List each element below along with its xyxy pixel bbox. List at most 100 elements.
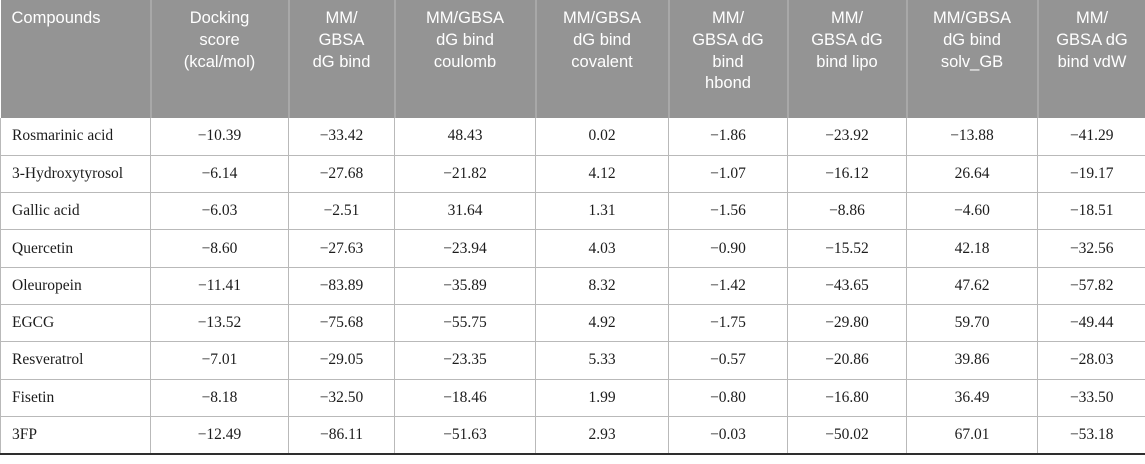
value-cell: 8.32 bbox=[535, 266, 669, 305]
value-cell: 42.18 bbox=[906, 229, 1038, 268]
value-cell: −16.12 bbox=[787, 154, 907, 194]
value-cell: −23.92 bbox=[787, 118, 907, 156]
value-cell: −35.89 bbox=[394, 266, 536, 305]
column-header-mmgbsa-covalent: MM/GBSA dG bind covalent bbox=[535, 0, 670, 118]
table-body: Rosmarinic acid −10.39 −33.42 48.43 0.02 −1.8… bbox=[0, 118, 1145, 455]
table-row: Gallic acid −6.03 −2.51 31.64 1.31 −1.56 −8.86… bbox=[0, 192, 1145, 231]
value-cell: −27.68 bbox=[288, 154, 395, 194]
value-cell: 1.31 bbox=[535, 192, 669, 231]
value-cell: −28.03 bbox=[1037, 341, 1145, 380]
value-cell: −43.65 bbox=[787, 266, 907, 305]
compound-name-cell: 3FP bbox=[0, 415, 151, 455]
value-cell: −6.14 bbox=[150, 154, 289, 194]
value-cell: −49.44 bbox=[1037, 303, 1145, 343]
table-row: Oleuropein −11.41 −83.89 −35.89 8.32 −1.42 −43… bbox=[0, 266, 1145, 305]
value-cell: −23.94 bbox=[394, 229, 536, 268]
value-cell: −13.88 bbox=[906, 118, 1038, 156]
value-cell: −50.02 bbox=[787, 415, 907, 455]
value-cell: −8.18 bbox=[150, 378, 289, 417]
value-cell: 2.93 bbox=[535, 415, 669, 455]
value-cell: −51.63 bbox=[394, 415, 536, 455]
value-cell: −41.29 bbox=[1037, 118, 1145, 156]
compound-name-cell: 3-Hydroxytyrosol bbox=[0, 154, 151, 194]
value-cell: −55.75 bbox=[394, 303, 536, 343]
value-cell: 4.03 bbox=[535, 229, 669, 268]
value-cell: −8.86 bbox=[787, 192, 907, 231]
value-cell: 4.12 bbox=[535, 154, 669, 194]
table-row: Quercetin −8.60 −27.63 −23.94 4.03 −0.90 −15.5… bbox=[0, 229, 1145, 268]
value-cell: −1.07 bbox=[668, 154, 788, 194]
table-row: Resveratrol −7.01 −29.05 −23.35 5.33 −0.57 −20… bbox=[0, 341, 1145, 380]
value-cell: −32.50 bbox=[288, 378, 395, 417]
table-header: Compounds Docking score (kcal/mol) MM/ G… bbox=[0, 0, 1145, 118]
table-row: Rosmarinic acid −10.39 −33.42 48.43 0.02 −1.8… bbox=[0, 118, 1145, 156]
value-cell: 0.02 bbox=[535, 118, 669, 156]
column-header-mmgbsa-hbond: MM/ GBSA dG bind hbond bbox=[668, 0, 789, 118]
value-cell: −1.75 bbox=[668, 303, 788, 343]
value-cell: −1.42 bbox=[668, 266, 788, 305]
compound-name-cell: Fisetin bbox=[0, 378, 151, 417]
table-row: 3-Hydroxytyrosol −6.14 −27.68 −21.82 4.12 −1.… bbox=[0, 154, 1145, 194]
value-cell: −12.49 bbox=[150, 415, 289, 455]
value-cell: 26.64 bbox=[906, 154, 1038, 194]
value-cell: 67.01 bbox=[906, 415, 1038, 455]
compound-name-cell: Resveratrol bbox=[0, 341, 151, 380]
header-row: Compounds Docking score (kcal/mol) MM/ G… bbox=[0, 0, 1145, 118]
value-cell: −75.68 bbox=[288, 303, 395, 343]
value-cell: 36.49 bbox=[906, 378, 1038, 417]
column-header-mmgbsa-vdw: MM/ GBSA dG bind vdW bbox=[1037, 0, 1145, 118]
value-cell: −29.05 bbox=[288, 341, 395, 380]
value-cell: −7.01 bbox=[150, 341, 289, 380]
value-cell: −11.41 bbox=[150, 266, 289, 305]
value-cell: −0.57 bbox=[668, 341, 788, 380]
value-cell: −16.80 bbox=[787, 378, 907, 417]
value-cell: −10.39 bbox=[150, 118, 289, 156]
value-cell: −83.89 bbox=[288, 266, 395, 305]
column-header-docking-score: Docking score (kcal/mol) bbox=[150, 0, 290, 118]
value-cell: 1.99 bbox=[535, 378, 669, 417]
value-cell: 59.70 bbox=[906, 303, 1038, 343]
value-cell: −8.60 bbox=[150, 229, 289, 268]
value-cell: −15.52 bbox=[787, 229, 907, 268]
value-cell: −53.18 bbox=[1037, 415, 1145, 455]
column-header-mmgbsa-dg-bind: MM/ GBSA dG bind bbox=[288, 0, 396, 118]
value-cell: −4.60 bbox=[906, 192, 1038, 231]
value-cell: −19.17 bbox=[1037, 154, 1145, 194]
value-cell: 4.92 bbox=[535, 303, 669, 343]
table-row: EGCG −13.52 −75.68 −55.75 4.92 −1.75 −29.80 59.… bbox=[0, 303, 1145, 343]
value-cell: −13.52 bbox=[150, 303, 289, 343]
value-cell: 39.86 bbox=[906, 341, 1038, 380]
value-cell: −18.51 bbox=[1037, 192, 1145, 231]
value-cell: −29.80 bbox=[787, 303, 907, 343]
value-cell: 47.62 bbox=[906, 266, 1038, 305]
value-cell: −27.63 bbox=[288, 229, 395, 268]
value-cell: −1.56 bbox=[668, 192, 788, 231]
column-header-mmgbsa-solv-gb: MM/GBSA dG bind solv_GB bbox=[906, 0, 1039, 118]
value-cell: −33.50 bbox=[1037, 378, 1145, 417]
value-cell: −23.35 bbox=[394, 341, 536, 380]
value-cell: 5.33 bbox=[535, 341, 669, 380]
value-cell: −57.82 bbox=[1037, 266, 1145, 305]
compound-name-cell: EGCG bbox=[0, 303, 151, 343]
value-cell: −1.86 bbox=[668, 118, 788, 156]
column-header-compounds: Compounds bbox=[0, 0, 152, 118]
value-cell: −2.51 bbox=[288, 192, 395, 231]
table-row: Fisetin −8.18 −32.50 −18.46 1.99 −0.80 −16.80 3… bbox=[0, 378, 1145, 417]
value-cell: −0.80 bbox=[668, 378, 788, 417]
compound-name-cell: Oleuropein bbox=[0, 266, 151, 305]
value-cell: −21.82 bbox=[394, 154, 536, 194]
value-cell: −18.46 bbox=[394, 378, 536, 417]
table-row: 3FP −12.49 −86.11 −51.63 2.93 −0.03 −50.02 67.0… bbox=[0, 415, 1145, 455]
value-cell: −20.86 bbox=[787, 341, 907, 380]
value-cell: −86.11 bbox=[288, 415, 395, 455]
value-cell: 31.64 bbox=[394, 192, 536, 231]
column-header-mmgbsa-coulomb: MM/GBSA dG bind coulomb bbox=[394, 0, 537, 118]
value-cell: 48.43 bbox=[394, 118, 536, 156]
value-cell: −6.03 bbox=[150, 192, 289, 231]
compound-name-cell: Gallic acid bbox=[0, 192, 151, 231]
compound-name-cell: Rosmarinic acid bbox=[0, 118, 151, 156]
value-cell: −0.90 bbox=[668, 229, 788, 268]
value-cell: −0.03 bbox=[668, 415, 788, 455]
